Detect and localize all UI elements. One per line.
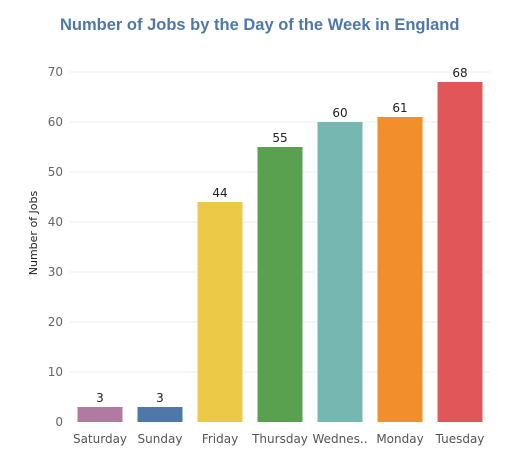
bar: [197, 202, 243, 422]
data-label: 60: [332, 106, 347, 120]
data-label: 55: [272, 131, 287, 145]
x-category-label: Friday: [202, 432, 238, 446]
bar: [437, 82, 483, 422]
x-category-label: Monday: [376, 432, 423, 446]
bar: [257, 147, 303, 422]
y-tick-label: 60: [48, 115, 63, 129]
y-tick-label: 30: [48, 265, 63, 279]
chart-title: Number of Jobs by the Day of the Week in…: [60, 16, 460, 34]
x-category-label: Saturday: [73, 432, 127, 446]
bar: [77, 407, 123, 422]
x-category-label: Thursday: [251, 432, 308, 446]
y-tick-label: 10: [48, 365, 63, 379]
bar: [317, 122, 363, 422]
x-category-label: Sunday: [138, 432, 183, 446]
y-axis-ticks: 0 10 20 30 40 50 60 70: [48, 65, 63, 429]
y-tick-label: 0: [55, 415, 63, 429]
y-tick-label: 20: [48, 315, 63, 329]
bars: [77, 82, 483, 422]
y-axis-title: Number of Jobs: [27, 191, 40, 276]
bar: [137, 407, 183, 422]
data-label: 68: [452, 66, 467, 80]
data-label: 61: [392, 101, 407, 115]
y-tick-label: 40: [48, 215, 63, 229]
y-tick-label: 50: [48, 165, 63, 179]
x-category-label: Tuesday: [435, 432, 485, 446]
data-label: 3: [96, 391, 104, 405]
bar: [377, 117, 423, 422]
data-label: 3: [156, 391, 164, 405]
x-category-label: Wednes..: [312, 432, 367, 446]
y-tick-label: 70: [48, 65, 63, 79]
x-axis-categories: Saturday Sunday Friday Thursday Wednes.. Mond…: [73, 432, 484, 446]
data-label: 44: [212, 186, 227, 200]
